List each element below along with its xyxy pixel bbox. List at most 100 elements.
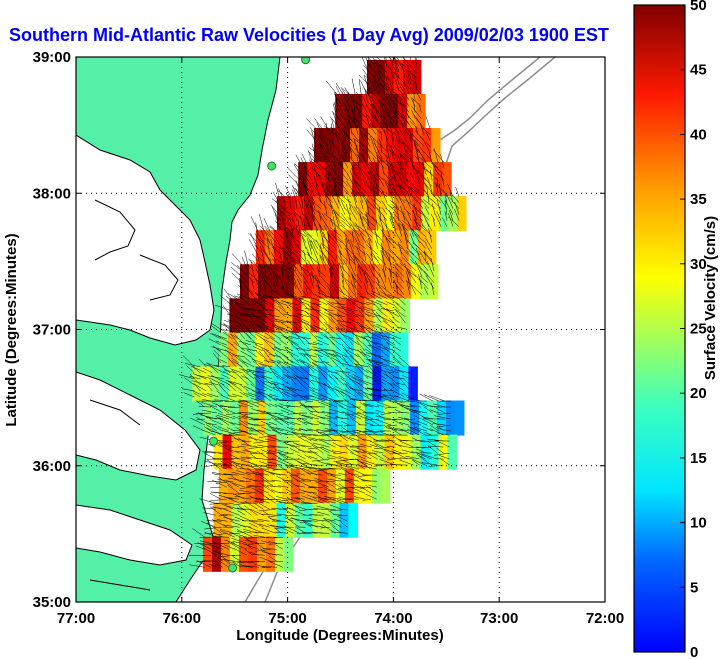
velocity-vector [378, 315, 394, 324]
velocity-vector [338, 456, 348, 460]
velocity-vector [347, 338, 354, 346]
velocity-vector [309, 127, 317, 135]
velocity-vector [309, 159, 313, 169]
velocity-vector [325, 248, 337, 261]
velocity-vector [303, 321, 310, 330]
velocity-cell [282, 366, 292, 402]
velocity-vector [239, 279, 243, 289]
velocity-vector [312, 341, 323, 346]
velocity-vector [309, 449, 324, 460]
velocity-vector [266, 237, 271, 255]
velocity-vector [385, 338, 395, 346]
velocity-vector [305, 286, 309, 295]
velocity-vector [432, 423, 445, 426]
velocity-vector [396, 382, 405, 386]
velocity-vector [329, 508, 348, 512]
velocity-vector [262, 566, 277, 568]
velocity-vector [260, 374, 273, 380]
velocity-cell [380, 93, 390, 130]
velocity-vector [348, 337, 359, 346]
velocity-vector [324, 489, 341, 494]
velocity-vector [345, 105, 350, 119]
velocity-cell [238, 536, 249, 572]
velocity-vector [304, 186, 313, 193]
velocity-vector [401, 64, 406, 79]
velocity-vector [232, 307, 244, 318]
velocity-vector [409, 137, 413, 147]
velocity-vector [367, 185, 382, 197]
velocity-vector [300, 215, 304, 227]
velocity-vector [282, 254, 291, 265]
velocity-vector [401, 113, 413, 129]
velocity-vector [260, 449, 270, 454]
velocity-vector [204, 382, 213, 386]
velocity-vector [215, 340, 227, 346]
velocity-vector [385, 238, 391, 249]
velocity-vector [318, 422, 332, 426]
velocity-vector [374, 365, 387, 374]
velocity-vector [351, 404, 368, 414]
velocity-cell [256, 400, 267, 436]
velocity-vector [207, 480, 221, 483]
velocity-vector [421, 462, 438, 466]
velocity-vector [444, 199, 454, 215]
velocity-cell [442, 162, 452, 198]
velocity-vector [236, 265, 249, 277]
velocity-vector [298, 427, 308, 432]
velocity-vector [336, 462, 353, 470]
velocity-vector [248, 522, 258, 528]
velocity-vector [385, 373, 399, 386]
velocity-vector [201, 521, 216, 528]
velocity-vector [241, 416, 259, 420]
velocity-vector [290, 421, 302, 426]
velocity-vector [448, 209, 454, 221]
velocity-vector [224, 349, 239, 358]
velocity-vector [271, 246, 283, 255]
colorbar-tick-label: 0 [690, 644, 698, 659]
velocity-vector [221, 344, 233, 352]
velocity-vector [331, 185, 334, 197]
velocity-cell [325, 162, 335, 198]
velocity-vector [206, 459, 221, 470]
velocity-vector [253, 274, 261, 289]
velocity-cell [353, 332, 364, 368]
velocity-vector [274, 297, 286, 312]
velocity-vector [281, 527, 294, 534]
velocity-vector [390, 67, 394, 79]
velocity-vector [397, 154, 403, 169]
velocity-vector [202, 409, 218, 414]
velocity-vector [333, 287, 339, 295]
velocity-vector [257, 402, 266, 408]
velocity-vector [352, 224, 367, 237]
velocity-vector [333, 351, 347, 364]
velocity-vector [401, 392, 411, 398]
velocity-vector [274, 526, 288, 529]
velocity-vector [207, 443, 216, 448]
velocity-vector [338, 322, 346, 330]
velocity-vector [255, 367, 273, 374]
velocity-vector [370, 230, 379, 237]
velocity-vector [450, 192, 460, 203]
velocity-vector [256, 543, 266, 550]
velocity-vector [382, 254, 387, 271]
velocity-vector [375, 415, 392, 420]
velocity-vector [227, 541, 242, 550]
velocity-vector [280, 212, 286, 227]
velocity-cell [228, 366, 238, 402]
velocity-vector [372, 183, 376, 197]
velocity-vector [232, 415, 242, 420]
velocity-vector [245, 539, 260, 544]
velocity-vector [265, 332, 275, 340]
velocity-vector [211, 491, 227, 494]
velocity-cell [341, 128, 351, 164]
velocity-vector [330, 266, 339, 277]
colorbar-tick-label: 30 [690, 256, 707, 273]
velocity-vector [320, 526, 330, 529]
velocity-vector [355, 222, 361, 231]
velocity-vector [416, 91, 422, 101]
velocity-vector [340, 153, 349, 169]
velocity-cell [285, 434, 296, 470]
y-tick-label: 36:00 [33, 458, 71, 475]
velocity-vector [376, 324, 388, 330]
velocity-vector [287, 387, 303, 398]
